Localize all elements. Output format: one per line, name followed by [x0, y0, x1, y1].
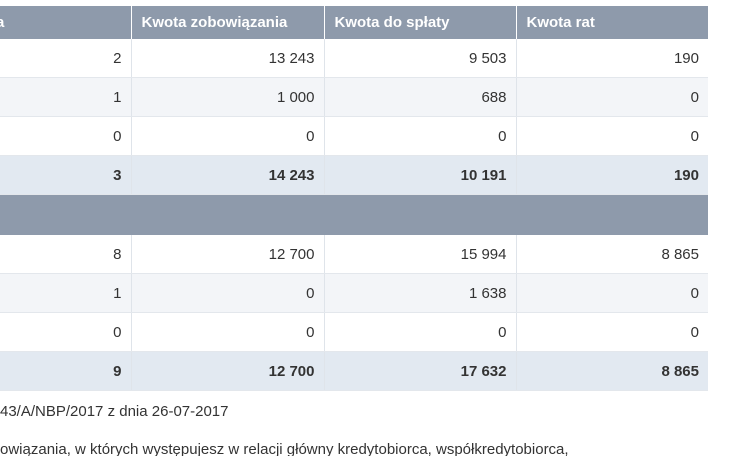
table-cell: 0	[324, 312, 517, 352]
table-cell: 190	[516, 39, 708, 78]
section-header-row	[0, 194, 708, 235]
table-body: 2 13 243 9 503 190 1 1 000 688 0 0 0 0 0…	[0, 39, 708, 391]
table-cell: 688	[324, 77, 517, 117]
total-cell: 10 191	[324, 155, 517, 195]
table-cell: 13 243	[131, 39, 325, 78]
table-row: 1 0 1 638 0	[0, 273, 708, 313]
table-cell: 1 638	[324, 273, 517, 313]
table-row: 1 1 000 688 0	[0, 77, 708, 117]
table-cell: 12 700	[131, 235, 325, 274]
column-header-installment-amount: Kwota rat	[516, 6, 708, 39]
table-cell: 0	[516, 77, 708, 117]
report-reference: 43/A/NBP/2017 z dnia 26-07-2017	[0, 403, 229, 420]
table-row: 0 0 0 0	[0, 312, 708, 352]
column-header-count: a	[0, 6, 132, 39]
header-row: a Kwota zobowiązania Kwota do spłaty Kwo…	[0, 6, 708, 39]
table-cell: 1	[0, 77, 132, 117]
table-cell: 0	[0, 116, 132, 156]
table-cell: 0	[131, 116, 325, 156]
debt-summary-table: a Kwota zobowiązania Kwota do spłaty Kwo…	[0, 6, 708, 391]
table-cell: 8	[0, 235, 132, 274]
table-row: 2 13 243 9 503 190	[0, 39, 708, 78]
total-cell: 190	[516, 155, 708, 195]
table-row: 0 0 0 0	[0, 116, 708, 156]
table-row: 8 12 700 15 994 8 865	[0, 235, 708, 274]
total-row: 9 12 700 17 632 8 865	[0, 351, 708, 391]
table-cell: 0	[516, 312, 708, 352]
table-cell: 8 865	[516, 235, 708, 274]
total-cell: 14 243	[131, 155, 325, 195]
total-cell: 12 700	[131, 351, 325, 391]
total-cell: 8 865	[516, 351, 708, 391]
table-cell: 0	[516, 273, 708, 313]
column-header-liability-amount: Kwota zobowiązania	[131, 6, 325, 39]
table-header: a Kwota zobowiązania Kwota do spłaty Kwo…	[0, 6, 708, 39]
table-cell: 0	[131, 312, 325, 352]
table-cell: 9 503	[324, 39, 517, 78]
section-header	[0, 194, 708, 235]
total-row: 3 14 243 10 191 190	[0, 155, 708, 195]
total-cell: 9	[0, 351, 132, 391]
table-cell: 1	[0, 273, 132, 313]
table-cell: 0	[131, 273, 325, 313]
table-cell: 2	[0, 39, 132, 78]
total-cell: 3	[0, 155, 132, 195]
table-cell: 0	[0, 312, 132, 352]
table-cell: 1 000	[131, 77, 325, 117]
table-cell: 0	[324, 116, 517, 156]
table-cell: 15 994	[324, 235, 517, 274]
column-header-amount-to-repay: Kwota do spłaty	[324, 6, 517, 39]
table-cell: 0	[516, 116, 708, 156]
liabilities-note: owiązania, w których występujesz w relac…	[0, 441, 569, 456]
total-cell: 17 632	[324, 351, 517, 391]
